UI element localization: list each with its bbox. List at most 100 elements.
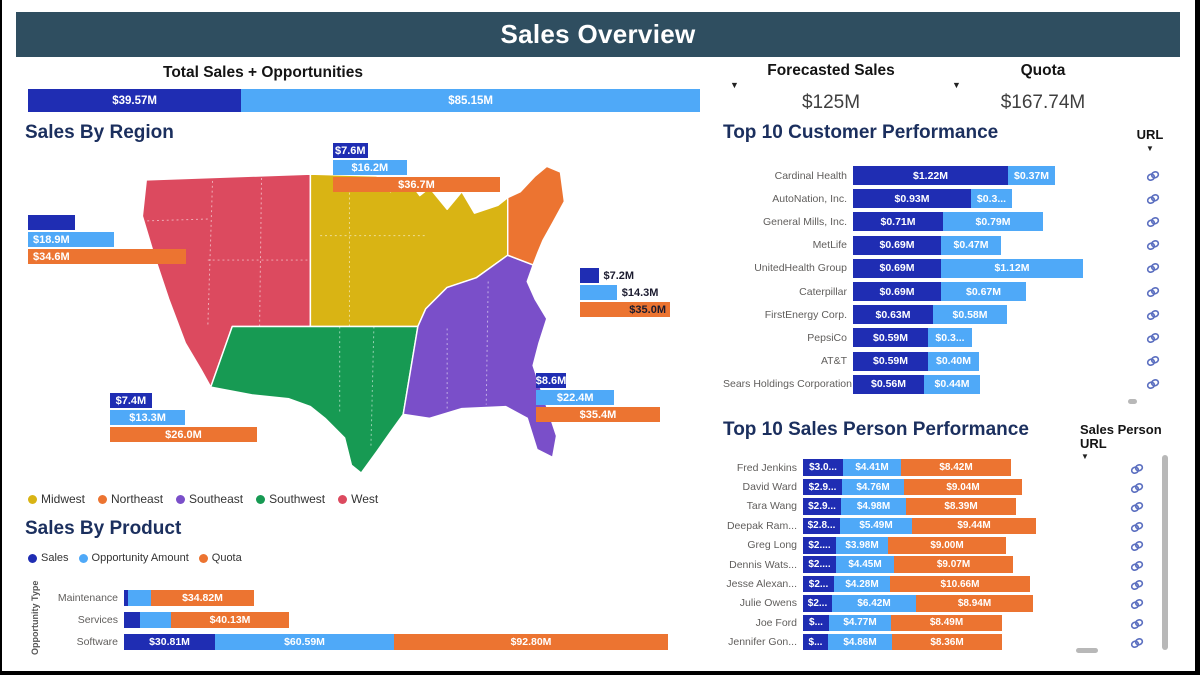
- region-bar-midwest-sales[interactable]: $7.6M: [333, 143, 368, 158]
- region-bar-midwest-opportunity[interactable]: $16.2M: [333, 160, 407, 175]
- bar-segment-quota[interactable]: $8.94M: [916, 595, 1033, 612]
- region-bar-southeast-sales[interactable]: $8.6M: [535, 373, 567, 388]
- bar-segment-quota[interactable]: $92.80M: [394, 634, 668, 650]
- bar-segment-sales[interactable]: [124, 590, 128, 606]
- bar-row[interactable]: PepsiCo $0.59M $0.3...: [723, 326, 1083, 349]
- url-link-icon[interactable]: [1128, 498, 1146, 517]
- bar-segment-opportunity[interactable]: $0.58M: [933, 305, 1007, 325]
- legend-item-midwest[interactable]: Midwest: [28, 492, 85, 506]
- region-bar-west-sales[interactable]: [28, 215, 75, 230]
- bar-segment-opportunity[interactable]: $60.59M: [215, 634, 394, 650]
- bar-row[interactable]: AutoNation, Inc. $0.93M $0.3...: [723, 187, 1083, 210]
- bar-segment-sales[interactable]: $...: [803, 633, 828, 651]
- bar-segment-opportunity[interactable]: [128, 590, 151, 606]
- url-link-icon[interactable]: [1128, 634, 1146, 653]
- bar-segment-sales[interactable]: $0.71M: [853, 212, 943, 232]
- bar-segment-opportunity[interactable]: $0.3...: [928, 328, 972, 348]
- bar-segment-opportunity[interactable]: $5.49M: [840, 517, 912, 535]
- bar-row[interactable]: General Mills, Inc. $0.71M $0.79M: [723, 210, 1083, 233]
- bar-segment-sales[interactable]: $0.56M: [853, 374, 924, 394]
- legend-item-northeast[interactable]: Northeast: [98, 492, 163, 506]
- region-bar-midwest-quota[interactable]: $36.7M: [333, 177, 500, 192]
- url-link-icon[interactable]: [1144, 164, 1162, 187]
- bar-row[interactable]: AT&T $0.59M $0.40M: [723, 350, 1083, 373]
- total-bar-segment-sales[interactable]: $39.57M: [28, 89, 242, 112]
- url-link-icon[interactable]: [1144, 210, 1162, 233]
- bar-row[interactable]: FirstEnergy Corp. $0.63M $0.58M: [723, 303, 1083, 326]
- bar-segment-quota[interactable]: $10.66M: [890, 575, 1030, 593]
- url-link-icon[interactable]: [1128, 575, 1146, 594]
- customer-url-sort-icon[interactable]: ▼: [1146, 144, 1154, 153]
- bar-segment-sales[interactable]: [124, 612, 140, 628]
- bar-segment-sales[interactable]: $2.9...: [803, 498, 841, 515]
- bar-segment-opportunity[interactable]: $0.67M: [941, 282, 1026, 302]
- bar-row[interactable]: Jesse Alexan... $2... $4.28M $10.66M: [723, 574, 1036, 593]
- bar-segment-sales[interactable]: $2.8...: [803, 517, 840, 535]
- bar-segment-sales[interactable]: $0.63M: [853, 305, 933, 325]
- bar-row[interactable]: Joe Ford $... $4.77M $8.49M: [723, 613, 1036, 632]
- bar-segment-opportunity[interactable]: $0.3...: [971, 189, 1012, 209]
- region-bar-northeast-sales[interactable]: [580, 268, 599, 283]
- legend-item-quota[interactable]: Quota: [198, 552, 242, 564]
- bar-segment-opportunity[interactable]: $3.98M: [836, 537, 888, 554]
- bar-segment-opportunity[interactable]: $4.41M: [843, 459, 901, 476]
- bar-row[interactable]: Cardinal Health $1.22M $0.37M: [723, 164, 1083, 187]
- region-bar-northeast-opportunity[interactable]: [580, 285, 617, 300]
- bar-row[interactable]: UnitedHealth Group $0.69M $1.12M: [723, 257, 1083, 280]
- legend-item-southeast[interactable]: Southeast: [176, 492, 243, 506]
- bar-segment-opportunity[interactable]: $4.86M: [828, 633, 892, 651]
- map-region-northeast[interactable]: [506, 165, 566, 266]
- bar-row[interactable]: Maintenance $34.82M: [40, 587, 668, 609]
- bar-segment-sales[interactable]: $2...: [803, 595, 832, 612]
- url-link-icon[interactable]: [1144, 373, 1162, 396]
- bar-segment-sales[interactable]: $3.0...: [803, 459, 843, 476]
- url-link-icon[interactable]: [1144, 234, 1162, 257]
- bar-row[interactable]: David Ward $2.9... $4.76M $9.04M: [723, 477, 1036, 496]
- region-bar-southwest-quota[interactable]: $26.0M: [110, 427, 257, 442]
- customer-url-header[interactable]: URL: [1136, 127, 1164, 142]
- bar-row[interactable]: Sears Holdings Corporation $0.56M $0.44M: [723, 373, 1083, 396]
- bar-segment-sales[interactable]: $2....: [803, 556, 836, 573]
- region-bar-southeast-quota[interactable]: $35.4M: [536, 407, 660, 422]
- url-link-icon[interactable]: [1128, 595, 1146, 614]
- bar-segment-opportunity[interactable]: $0.44M: [924, 374, 980, 394]
- map-region-southwest[interactable]: [210, 325, 419, 474]
- legend-item-sales[interactable]: Sales: [28, 552, 69, 564]
- bar-segment-opportunity[interactable]: $4.76M: [842, 478, 904, 496]
- bar-segment-quota[interactable]: $9.44M: [912, 517, 1036, 535]
- url-link-icon[interactable]: [1144, 187, 1162, 210]
- bar-segment-opportunity[interactable]: $0.79M: [943, 212, 1043, 232]
- forecasted-sales-dropdown-icon[interactable]: ▼: [730, 80, 739, 90]
- url-link-icon[interactable]: [1144, 326, 1162, 349]
- bar-row[interactable]: Jennifer Gon... $... $4.86M $8.36M: [723, 633, 1036, 652]
- bar-segment-opportunity[interactable]: $0.37M: [1008, 166, 1055, 186]
- bar-segment-sales[interactable]: $2....: [803, 537, 836, 554]
- salesperson-hscroll-thumb[interactable]: [1076, 648, 1098, 653]
- bar-segment-quota[interactable]: $34.82M: [151, 590, 254, 606]
- bar-row[interactable]: Services $40.13M: [40, 609, 668, 631]
- bar-segment-quota[interactable]: $9.04M: [904, 478, 1022, 496]
- bar-segment-opportunity[interactable]: $4.77M: [829, 614, 891, 632]
- url-link-icon[interactable]: [1144, 280, 1162, 303]
- bar-segment-sales[interactable]: $2.9...: [803, 478, 842, 496]
- salesperson-url-header[interactable]: Sales Person URL: [1080, 422, 1162, 451]
- bar-segment-quota[interactable]: $40.13M: [171, 612, 289, 628]
- bar-segment-quota[interactable]: $9.07M: [894, 556, 1013, 573]
- bar-row[interactable]: Fred Jenkins $3.0... $4.41M $8.42M: [723, 458, 1036, 477]
- bar-row[interactable]: Software $30.81M $60.59M $92.80M: [40, 631, 668, 653]
- bar-segment-sales[interactable]: $2...: [803, 575, 834, 593]
- bar-segment-sales[interactable]: $1.22M: [853, 166, 1008, 186]
- legend-item-west[interactable]: West: [338, 492, 378, 506]
- url-link-icon[interactable]: [1128, 537, 1146, 556]
- legend-item-opportunity-amount[interactable]: Opportunity Amount: [78, 552, 189, 564]
- bar-segment-sales[interactable]: $0.93M: [853, 189, 971, 209]
- bar-segment-sales[interactable]: $0.69M: [853, 258, 941, 278]
- bar-segment-opportunity[interactable]: $0.40M: [928, 351, 979, 371]
- bar-segment-sales[interactable]: $30.81M: [124, 634, 215, 650]
- bar-segment-quota[interactable]: $8.36M: [892, 633, 1002, 651]
- map-region-southeast[interactable]: [402, 254, 558, 459]
- legend-item-southwest[interactable]: Southwest: [256, 492, 325, 506]
- salesperson-url-sort-icon[interactable]: ▼: [1081, 452, 1089, 461]
- bar-segment-sales[interactable]: $0.69M: [853, 235, 941, 255]
- url-link-icon[interactable]: [1144, 257, 1162, 280]
